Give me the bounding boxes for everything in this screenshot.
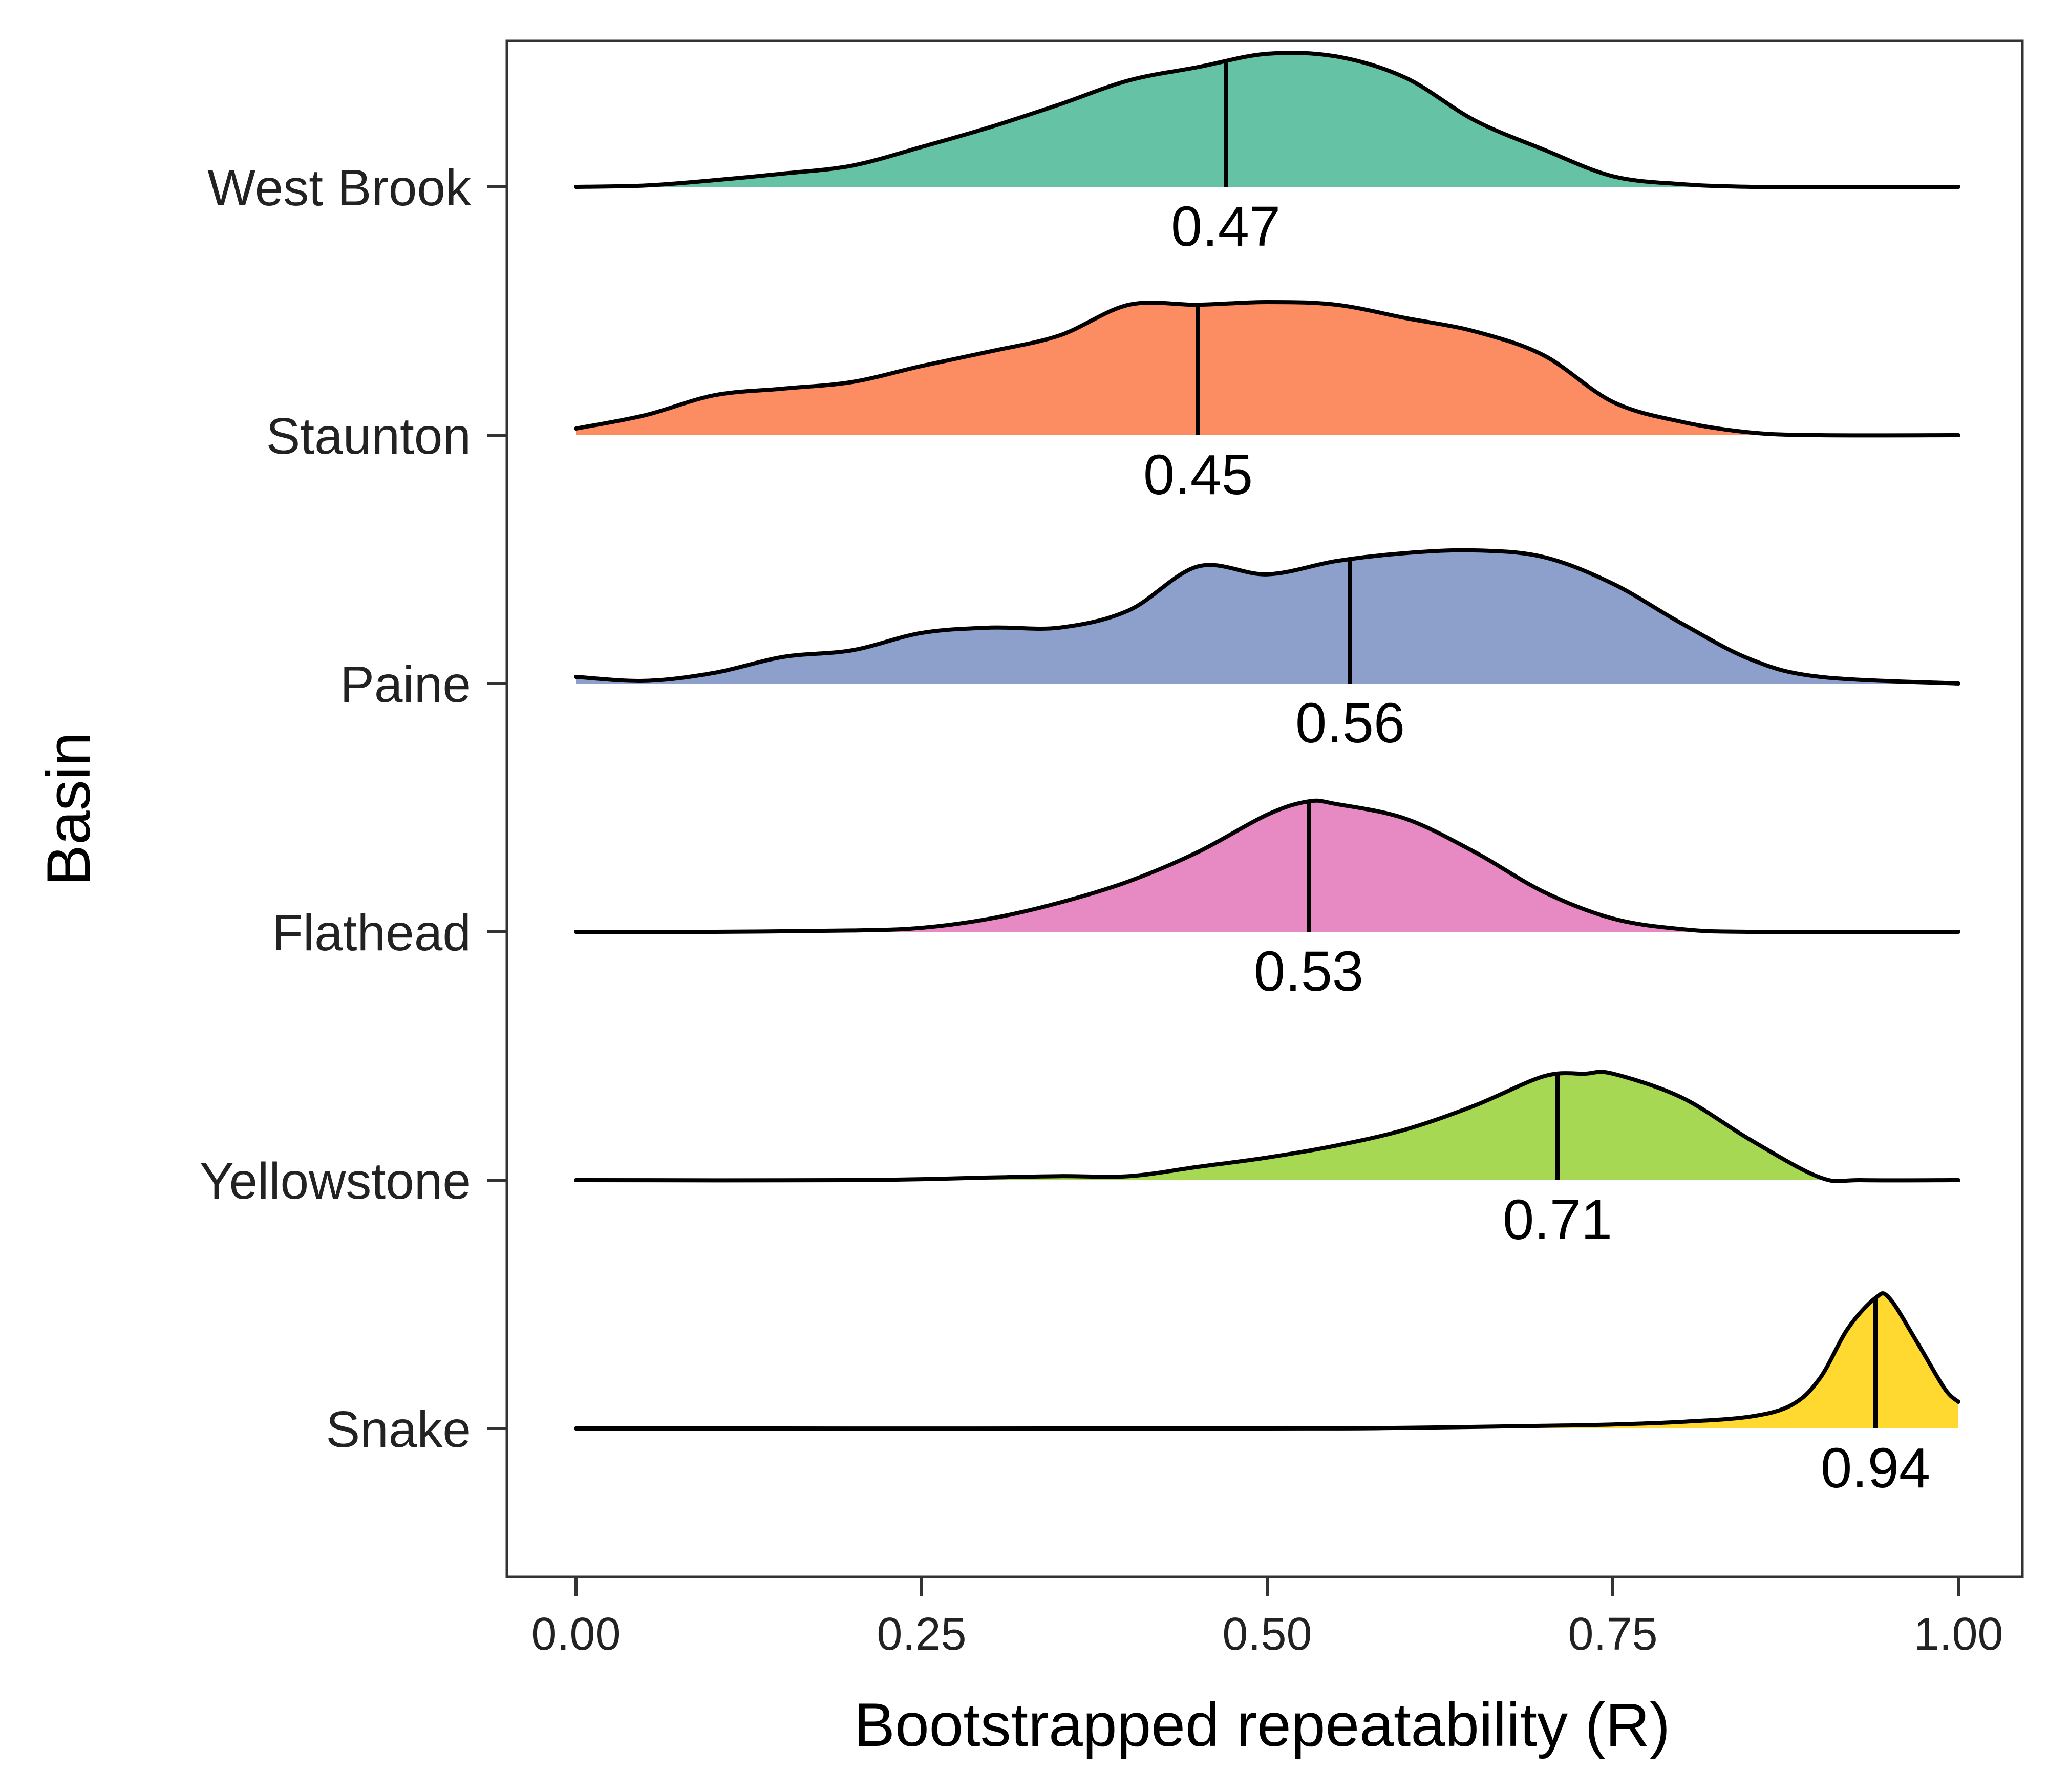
density-fill-snake <box>576 1293 1958 1429</box>
x-axis-title: Bootstrapped repeatability (R) <box>854 1691 1670 1759</box>
y-tick-label-staunton: Staunton <box>266 408 471 465</box>
y-tick-label-west-brook: West Brook <box>207 159 472 217</box>
x-tick-label: 0.00 <box>531 1609 621 1660</box>
ridge-west-brook: 0.47 <box>574 51 1960 258</box>
density-outline-staunton <box>574 300 1960 438</box>
median-label-west-brook: 0.47 <box>1171 195 1281 258</box>
median-label-yellowstone: 0.71 <box>1503 1188 1612 1251</box>
x-tick-label: 0.75 <box>1568 1609 1657 1660</box>
density-outline-paine <box>574 548 1960 686</box>
y-tick-label-flathead: Flathead <box>272 904 471 962</box>
density-outline-yellowstone <box>574 1070 1960 1183</box>
density-fill-west-brook <box>576 53 1958 187</box>
y-tick-label-snake: Snake <box>326 1401 471 1458</box>
median-label-paine: 0.56 <box>1295 692 1405 755</box>
ridge-flathead: 0.53 <box>574 798 1960 1003</box>
density-fill-staunton <box>576 302 1958 436</box>
median-label-staunton: 0.45 <box>1143 443 1253 506</box>
ridge-paine: 0.56 <box>574 548 1960 755</box>
x-tick-label: 0.25 <box>877 1609 966 1660</box>
ridge-yellowstone: 0.71 <box>574 1070 1960 1251</box>
density-fill-yellowstone <box>576 1072 1958 1182</box>
density-outline-flathead <box>574 798 1960 934</box>
median-label-snake: 0.94 <box>1821 1437 1930 1500</box>
median-label-flathead: 0.53 <box>1254 940 1363 1003</box>
y-axis: West Brook Staunton Paine Flathead Yellowsto… <box>200 159 507 1458</box>
density-outline-snake <box>574 1291 1960 1431</box>
x-tick-label: 1.00 <box>1913 1609 2003 1660</box>
x-tick-label: 0.50 <box>1222 1609 1312 1660</box>
y-tick-label-yellowstone: Yellowstone <box>200 1153 471 1210</box>
x-axis: 0.00 0.25 0.50 0.75 1.00 <box>531 1577 2003 1660</box>
ridge-snake: 0.94 <box>574 1291 1960 1500</box>
ridges-group: 0.47 0.45 0.56 0.53 0.71 0.94 <box>574 51 1960 1500</box>
plot-panel-border <box>505 39 2024 1578</box>
y-axis-title: Basin <box>34 732 103 886</box>
ridge-staunton: 0.45 <box>574 300 1960 506</box>
y-tick-label-paine: Paine <box>340 656 471 713</box>
density-fill-paine <box>576 550 1958 684</box>
density-fill-flathead <box>576 800 1958 932</box>
density-outline-west-brook <box>574 51 1960 189</box>
